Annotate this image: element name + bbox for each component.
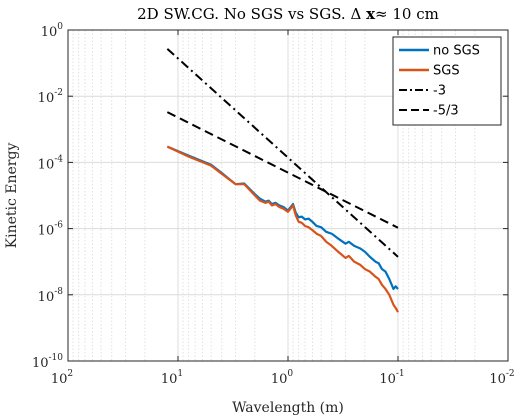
series-line-3: [166, 111, 399, 229]
y-tick-label: 100: [41, 22, 64, 40]
x-tick-label: 101: [161, 369, 183, 387]
x-axis-label: Wavelength (m): [232, 400, 344, 416]
legend-label: no SGS: [433, 44, 480, 59]
legend-label: -5/3: [433, 104, 459, 119]
x-tick-label: 10-1: [379, 369, 404, 387]
y-tick-label: 10-4: [38, 154, 64, 172]
series-line-2: [166, 48, 399, 258]
x-tick-label: 102: [51, 369, 73, 387]
series-line-1: [166, 145, 399, 313]
series-line-0: [166, 145, 399, 291]
y-tick-label: 10-2: [38, 88, 63, 106]
y-tick-label: 10-6: [38, 221, 64, 239]
series-layer: [166, 48, 399, 313]
x-tick-label: 10-2: [489, 369, 514, 387]
y-tick-label: 10-10: [32, 353, 63, 371]
y-axis-label: Kinetic Energy: [4, 143, 20, 249]
legend-label: SGS: [433, 64, 460, 79]
legend-label: -3: [433, 84, 446, 99]
y-tick-label: 10-8: [38, 287, 64, 305]
x-tick-label: 100: [271, 369, 294, 387]
ticks-layer: 102 101 100 10-1 10-2 10-10 10-8 10-6 10-4 10-2 10…: [32, 22, 515, 387]
chart-title: 2D SW.CG. No SGS vs SGS. Δ x≈ 10 cm: [137, 5, 439, 23]
legend: no SGS SGS -3 -5/3: [392, 36, 502, 126]
